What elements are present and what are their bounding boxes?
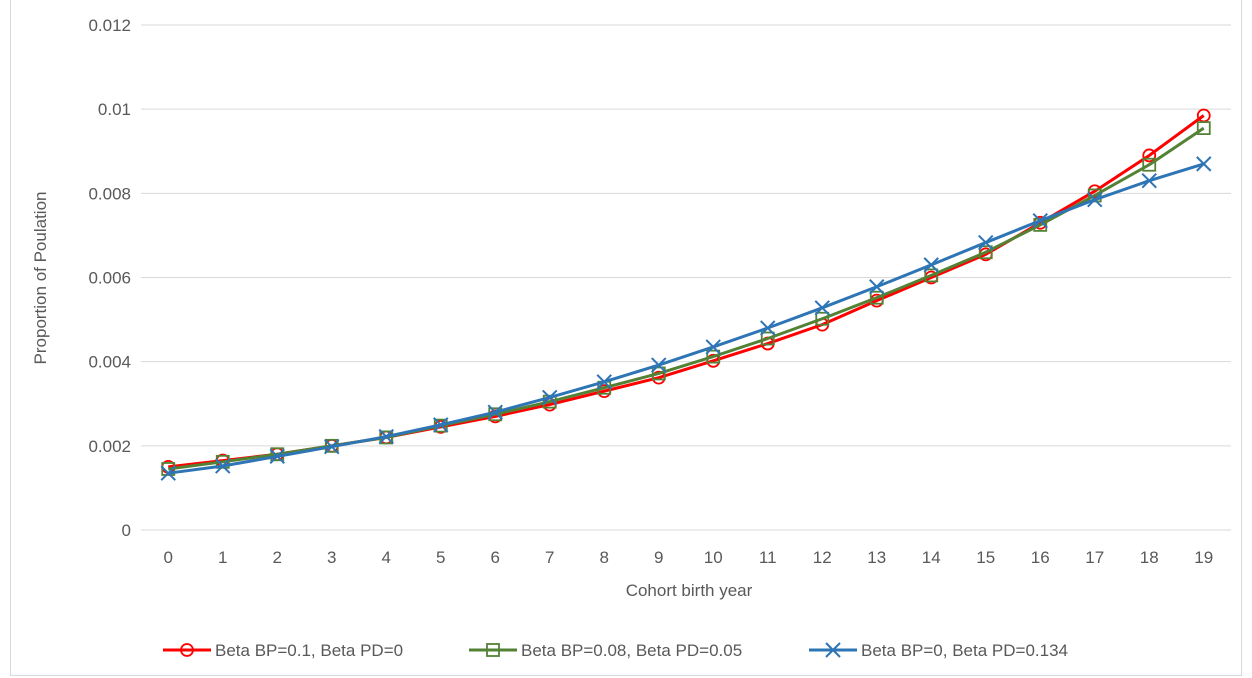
y-tick-label: 0.01 (98, 100, 131, 119)
x-tick-label: 12 (813, 548, 832, 567)
x-tick-label: 18 (1140, 548, 1159, 567)
x-axis-ticks: 0 1 2 3 4 5 6 7 8 9 10 11 12 13 14 15 16 17 18 19 (164, 548, 1214, 567)
x-tick-label: 8 (600, 548, 609, 567)
legend: Beta BP=0.1, Beta PD=0 Beta BP=0.08, Beta… (163, 641, 1068, 660)
series-2 (161, 121, 1211, 476)
data-point (1142, 157, 1157, 172)
x-tick-label: 15 (976, 548, 995, 567)
legend-marker (180, 643, 194, 657)
legend-label: Beta BP=0.1, Beta PD=0 (215, 641, 403, 660)
series-1 (161, 108, 1211, 474)
gridlines (141, 24, 1231, 531)
x-tick-label: 7 (545, 548, 554, 567)
x-tick-label: 10 (704, 548, 723, 567)
x-tick-label: 4 (382, 548, 391, 567)
data-point (160, 465, 176, 481)
data-point (869, 279, 885, 295)
data-point (760, 320, 776, 336)
data-point (487, 404, 503, 420)
y-tick-label: 0.012 (88, 16, 131, 35)
y-axis-ticks: 0 0.002 0.004 0.006 0.008 0.01 0.012 (88, 16, 131, 540)
data-point (596, 374, 612, 390)
y-tick-label: 0.004 (88, 353, 131, 372)
series-line (168, 162, 1205, 475)
legend-item: Beta BP=0, Beta PD=0.134 (809, 641, 1068, 660)
x-axis-title: Cohort birth year (626, 581, 753, 600)
y-tick-label: 0.002 (88, 437, 131, 456)
x-tick-label: 14 (922, 548, 941, 567)
data-point (924, 268, 939, 283)
legend-marker (486, 643, 500, 657)
data-point (1141, 173, 1157, 189)
data-point (651, 357, 667, 373)
data-point (269, 448, 285, 465)
data-point (705, 339, 721, 355)
x-tick-label: 9 (654, 548, 663, 567)
x-tick-label: 2 (273, 548, 282, 567)
data-point (1087, 191, 1103, 208)
y-axis-title: Proportion of Poulation (31, 192, 50, 365)
x-tick-label: 13 (867, 548, 886, 567)
data-point (324, 438, 340, 455)
data-point (923, 257, 939, 273)
data-point (1196, 121, 1211, 136)
legend-label: Beta BP=0, Beta PD=0.134 (861, 641, 1068, 660)
series-line (168, 114, 1205, 469)
data-point (378, 428, 394, 445)
x-tick-label: 17 (1085, 548, 1104, 567)
data-point (1196, 156, 1212, 172)
x-tick-label: 0 (164, 548, 173, 567)
data-point (760, 331, 775, 346)
data-point (215, 454, 230, 469)
x-tick-label: 3 (327, 548, 336, 567)
y-tick-label: 0.008 (88, 184, 131, 203)
x-tick-label: 19 (1194, 548, 1213, 567)
data-point (814, 300, 830, 316)
x-tick-label: 16 (1031, 548, 1050, 567)
data-point (978, 245, 993, 260)
legend-label: Beta BP=0.08, Beta PD=0.05 (521, 641, 742, 660)
x-tick-label: 6 (491, 548, 500, 567)
data-point (1032, 212, 1048, 229)
legend-item: Beta BP=0.08, Beta PD=0.05 (469, 641, 742, 660)
data-point (215, 458, 231, 474)
y-tick-label: 0.006 (88, 269, 131, 288)
x-tick-label: 5 (436, 548, 445, 567)
data-point (433, 417, 449, 433)
data-point (706, 349, 721, 364)
data-point (542, 394, 557, 409)
legend-item: Beta BP=0.1, Beta PD=0 (163, 641, 403, 660)
series-layer (160, 108, 1212, 481)
series-3 (160, 156, 1212, 481)
data-point (1087, 188, 1102, 203)
data-point (869, 290, 884, 305)
x-tick-label: 11 (759, 548, 777, 567)
data-point (815, 311, 830, 326)
data-point (1196, 108, 1211, 123)
data-point (542, 389, 558, 406)
legend-marker (825, 642, 841, 658)
data-point (161, 462, 176, 476)
data-point (1142, 148, 1157, 163)
series-line (168, 126, 1205, 471)
x-tick-label: 1 (218, 548, 227, 567)
data-point (978, 234, 994, 251)
y-tick-label: 0 (122, 521, 131, 540)
data-point (651, 366, 666, 381)
data-point (1033, 217, 1048, 232)
